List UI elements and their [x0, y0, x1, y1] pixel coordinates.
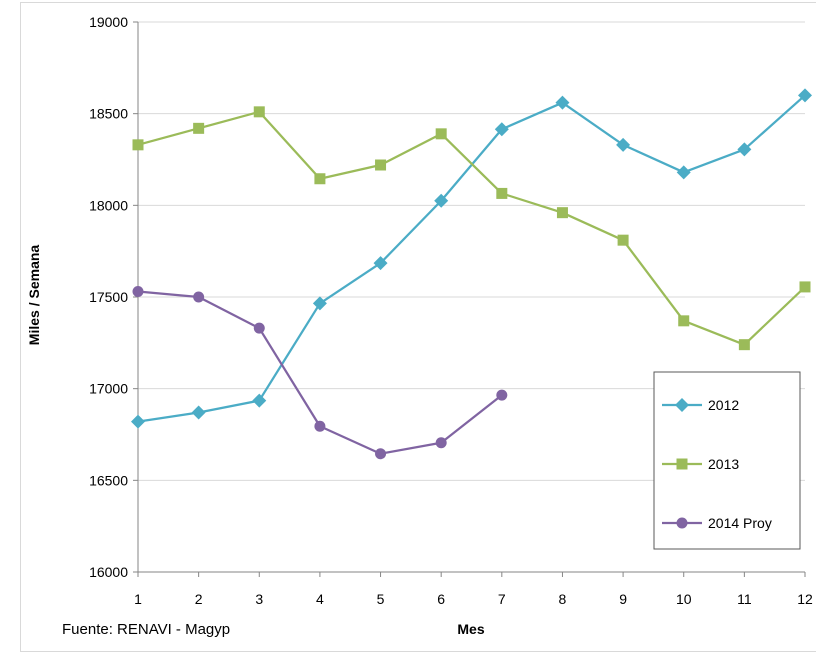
- x-tick-label: 8: [559, 591, 567, 607]
- y-tick-label: 17500: [89, 289, 128, 305]
- x-axis-title: Mes: [457, 621, 484, 637]
- x-tick-label: 4: [316, 591, 324, 607]
- series-layer: [131, 88, 812, 460]
- x-tick-labels: 1 2 3 4 5 6 7 8 9 10 11 12: [134, 591, 813, 607]
- legend: 2012 2013 2014 Proy: [653, 371, 801, 550]
- legend-item: 2013: [662, 456, 739, 472]
- data-point: [132, 139, 144, 151]
- y-tick-label: 16500: [89, 472, 128, 488]
- data-point: [131, 414, 145, 429]
- data-point: [193, 122, 205, 134]
- data-point: [616, 137, 631, 152]
- data-point: [738, 339, 750, 351]
- x-tick-label: 1: [134, 591, 142, 607]
- data-point: [314, 173, 326, 185]
- legend-label: 2012: [708, 397, 739, 413]
- legend-marker: [675, 398, 689, 412]
- series-2013: [132, 106, 811, 351]
- legend-marker: [676, 517, 688, 529]
- y-tick-label: 16000: [89, 564, 128, 580]
- x-tick-label: 5: [377, 591, 385, 607]
- series-line: [137, 110, 806, 346]
- data-point: [375, 159, 387, 171]
- data-point: [798, 88, 812, 103]
- data-point: [253, 106, 265, 118]
- y-axis-title: Miles / Semana: [26, 245, 42, 346]
- data-point: [434, 193, 449, 208]
- chart-frame: [20, 2, 816, 652]
- y-tick-label: 17000: [89, 381, 128, 397]
- y-tick-labels: 16000 16500 17000 17500 18000 18500 19000: [89, 14, 128, 580]
- data-point: [312, 296, 327, 311]
- legend-label: 2014 Proy: [708, 515, 772, 531]
- data-point: [435, 437, 447, 449]
- legend-marker: [676, 458, 688, 470]
- x-tick-label: 3: [255, 591, 263, 607]
- data-point: [617, 234, 629, 246]
- data-point: [314, 420, 326, 432]
- x-tick-label: 10: [676, 591, 692, 607]
- data-point: [191, 405, 206, 420]
- y-tick-label: 18000: [89, 197, 128, 213]
- source-note: Fuente: RENAVI - Magyp: [62, 621, 230, 638]
- data-point: [435, 128, 447, 140]
- data-point: [555, 95, 570, 110]
- x-tick-label: 12: [797, 591, 813, 607]
- legend-item: 2014 Proy: [662, 515, 772, 531]
- data-point: [253, 322, 265, 334]
- data-point: [676, 165, 691, 180]
- data-point: [556, 207, 568, 219]
- data-point: [496, 187, 508, 199]
- x-tick-label: 9: [619, 591, 627, 607]
- series-2014-proy: [132, 286, 508, 460]
- data-point: [494, 122, 509, 137]
- data-point: [373, 256, 388, 271]
- data-point: [737, 142, 752, 157]
- x-tick-label: 11: [737, 591, 752, 607]
- legend-label: 2013: [708, 456, 739, 472]
- y-tick-label: 19000: [89, 14, 128, 30]
- data-point: [193, 291, 205, 303]
- data-point: [132, 286, 144, 297]
- data-point: [799, 281, 811, 293]
- data-point: [375, 448, 387, 460]
- data-point: [496, 389, 508, 401]
- data-point: [678, 315, 690, 327]
- legend-item: 2012: [662, 397, 739, 413]
- data-point: [252, 393, 267, 408]
- x-tick-label: 2: [195, 591, 203, 607]
- y-tick-label: 18500: [89, 106, 128, 122]
- x-tick-label: 7: [498, 591, 506, 607]
- x-tick-label: 6: [437, 591, 445, 607]
